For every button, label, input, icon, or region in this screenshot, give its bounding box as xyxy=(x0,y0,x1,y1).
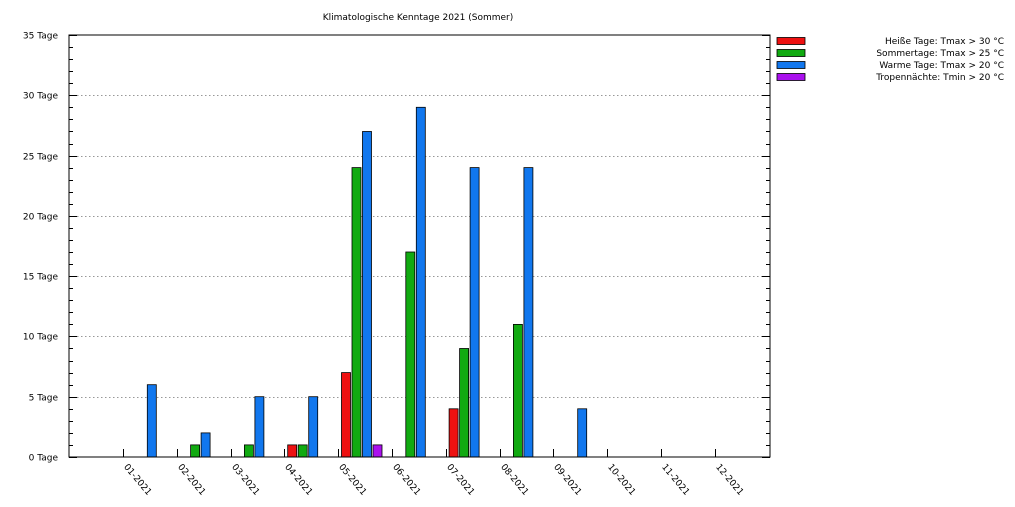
y-tick-label: 30 Tage xyxy=(23,92,59,102)
legend: Heiße Tage: Tmax > 30 °C Sommertage: Tmax… xyxy=(776,37,1004,83)
legend-label: Warme Tage: Tmax > 20 °C xyxy=(879,61,1004,71)
legend-label: Tropennächte: Tmin > 20 °C xyxy=(875,73,1004,83)
y-tick-label: 0 Tage xyxy=(29,454,59,464)
chart-title: Klimatologische Kenntage 2021 (Sommer) xyxy=(323,13,514,23)
bar xyxy=(351,167,362,458)
x-axis: 01-2021 02-2021 03-2021 04-2021 05-2021 06-20… xyxy=(121,449,745,498)
x-tick-label: 08-2021 xyxy=(498,463,530,498)
y-tick-label: 15 Tage xyxy=(23,273,59,283)
bar xyxy=(459,348,470,458)
bar xyxy=(287,444,298,458)
bar xyxy=(200,432,211,458)
legend-swatch xyxy=(776,73,806,81)
bar xyxy=(362,131,372,458)
bar xyxy=(513,323,523,458)
bar xyxy=(405,251,416,458)
x-tick-label: 06-2021 xyxy=(390,463,422,498)
bar xyxy=(254,396,265,458)
x-tick-label: 11-2021 xyxy=(659,463,691,498)
y-tick-label: 25 Tage xyxy=(23,153,59,163)
legend-label: Sommertage: Tmax > 25 °C xyxy=(876,49,1004,59)
plot-area xyxy=(68,34,771,458)
y-axis: 0 Tage 5 Tage 10 Tage 15 Tage 20 Tage 25 Tage… xyxy=(23,32,770,464)
x-tick-label: 12-2021 xyxy=(713,463,745,498)
x-tick-label: 03-2021 xyxy=(229,463,261,498)
y-tick-label: 10 Tage xyxy=(23,333,59,343)
y-tick-label: 35 Tage xyxy=(23,32,59,42)
bar xyxy=(308,396,319,458)
bar xyxy=(243,444,254,458)
y-tick-label: 20 Tage xyxy=(23,213,59,223)
bar xyxy=(146,384,157,458)
x-tick-label: 05-2021 xyxy=(336,463,368,498)
x-tick-label: 04-2021 xyxy=(282,463,314,498)
bar xyxy=(577,408,588,458)
bar xyxy=(372,444,383,458)
bar xyxy=(341,372,351,458)
legend-swatch xyxy=(776,49,806,57)
legend-label: Heiße Tage: Tmax > 30 °C xyxy=(885,37,1004,47)
grid-lines xyxy=(69,95,770,398)
bars xyxy=(146,106,588,458)
y-tick-label: 5 Tage xyxy=(29,394,59,404)
bar xyxy=(469,167,480,458)
x-tick-label: 01-2021 xyxy=(121,463,153,498)
bar xyxy=(448,408,459,458)
bar xyxy=(297,444,308,458)
bar xyxy=(523,167,534,458)
legend-swatch xyxy=(776,61,806,69)
bar xyxy=(415,106,426,458)
x-tick-label: 09-2021 xyxy=(551,463,583,498)
bar xyxy=(190,444,201,458)
x-tick-label: 02-2021 xyxy=(175,463,207,498)
legend-swatch xyxy=(776,37,806,45)
x-tick-label: 07-2021 xyxy=(444,463,476,498)
x-tick-label: 10-2021 xyxy=(605,463,637,498)
